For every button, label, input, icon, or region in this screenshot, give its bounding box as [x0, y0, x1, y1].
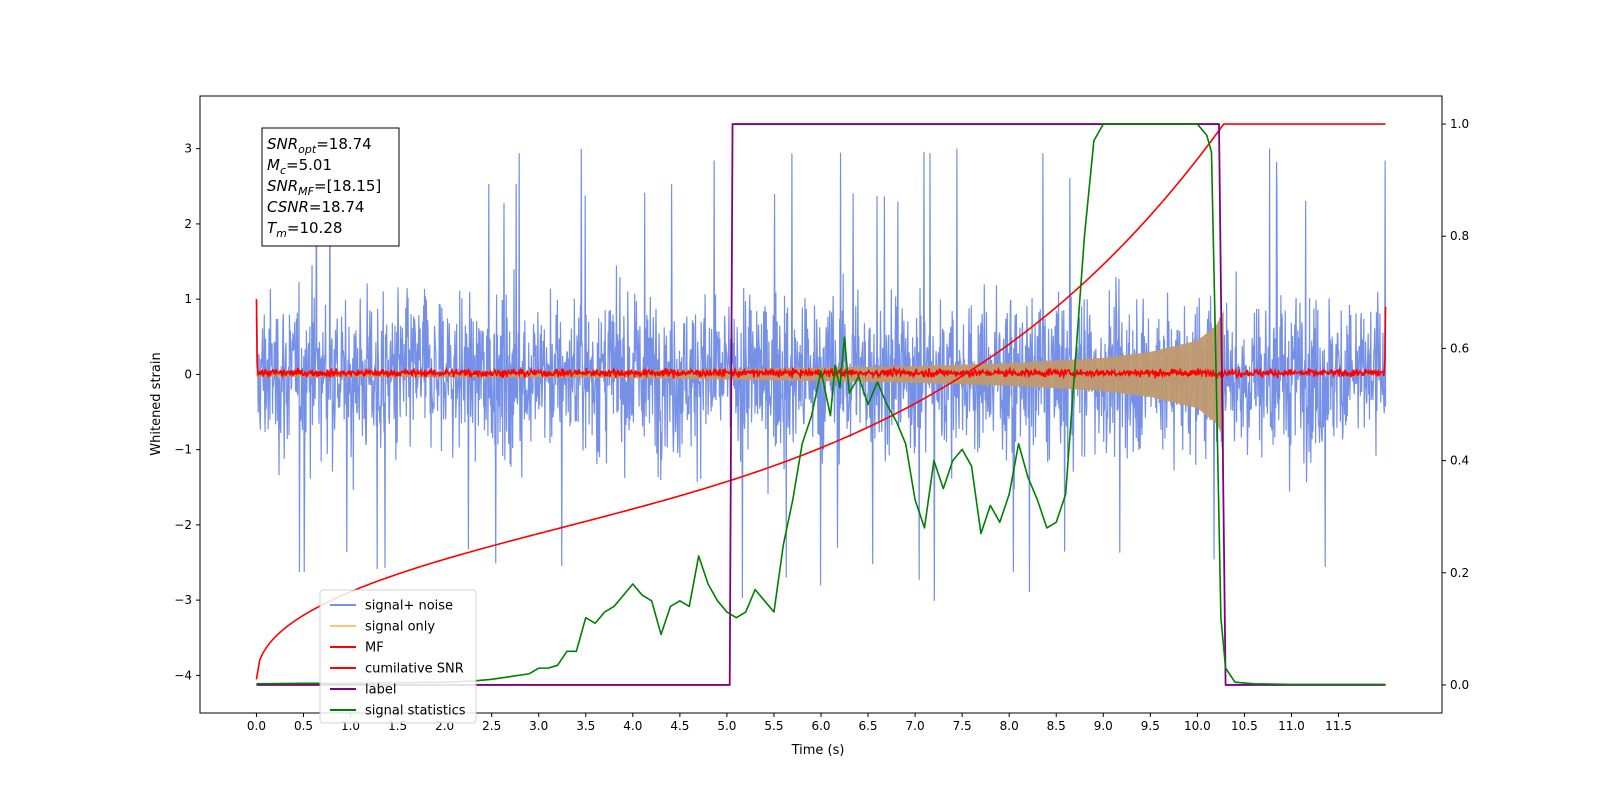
x-tick-label: 0.5	[294, 719, 313, 733]
x-tick-label: 6.0	[811, 719, 830, 733]
y-axis-left: −4 −3 −2 −1 0 1 2 3	[174, 142, 200, 682]
y-tick-label: 0	[184, 367, 192, 381]
series-cumulative-snr	[255, 123, 1386, 680]
y-axis-label: Whitened strain	[149, 352, 164, 455]
annotation-line: SNRopt=18.74	[267, 135, 372, 156]
annotation-symbol: SNR	[267, 177, 298, 195]
y2-tick-label: 0.4	[1450, 454, 1469, 468]
annotation-line: Tm=10.28	[267, 219, 342, 240]
y-tick-label: −3	[174, 593, 192, 607]
y-tick-label: −2	[174, 518, 192, 532]
y2-tick-label: 0.6	[1450, 341, 1469, 355]
annotation-box-frame	[261, 127, 400, 247]
x-tick-label: 10.0	[1184, 719, 1211, 733]
annotation-line: Mc=5.01	[267, 156, 332, 177]
x-tick-label: 11.0	[1278, 719, 1305, 733]
annotation-line: CSNR=18.74	[267, 198, 364, 216]
y2-tick-label: 1.0	[1450, 117, 1469, 131]
x-tick-label: 4.5	[670, 719, 689, 733]
x-axis-label: Time (s)	[791, 743, 845, 758]
x-tick-label: 7.0	[906, 719, 925, 733]
x-tick-label: 3.0	[529, 719, 548, 733]
y-tick-label: 1	[184, 292, 192, 306]
y-axis-right: 0.0 0.2 0.4 0.6 0.8 1.0	[1442, 117, 1469, 692]
y-tick-label: −4	[174, 668, 192, 682]
stats-annotation-box: SNRopt=18.74Mc=5.01SNRMF=[18.15]CSNR=18.…	[261, 127, 400, 247]
y2-tick-label: 0.2	[1450, 566, 1469, 580]
x-tick-label: 3.5	[576, 719, 595, 733]
series-label	[256, 123, 1386, 686]
x-tick-label: 0.0	[247, 719, 266, 733]
legend-label: signal+ noise	[365, 599, 453, 614]
x-tick-label: 4.0	[623, 719, 642, 733]
y-tick-label: 2	[184, 217, 192, 231]
legend-label: label	[365, 683, 396, 698]
x-tick-label: 9.5	[1141, 719, 1160, 733]
plot-data-layer	[255, 123, 1387, 686]
annotation-value: =[18.15]	[314, 177, 381, 195]
x-tick-label: 8.5	[1047, 719, 1066, 733]
x-tick-label: 8.0	[1000, 719, 1019, 733]
series-signal-statistics	[256, 123, 1386, 686]
legend-label: signal only	[365, 620, 435, 635]
annotation-subscript: opt	[298, 143, 317, 156]
legend-frame	[319, 589, 477, 724]
legend-label: signal statistics	[365, 704, 466, 719]
x-tick-label: 11.5	[1325, 719, 1352, 733]
x-tick-label: 9.0	[1094, 719, 1113, 733]
annotation-symbol: M	[267, 156, 280, 174]
x-tick-label: 2.5	[482, 719, 501, 733]
annotation-line: SNRMF=[18.15]	[267, 177, 381, 198]
x-tick-label: 7.5	[953, 719, 972, 733]
y2-tick-label: 0.8	[1450, 229, 1469, 243]
annotation-subscript: m	[276, 227, 287, 240]
annotation-value: =5.01	[286, 156, 332, 174]
annotation-symbol: CSNR	[267, 198, 309, 216]
annotation-subscript: c	[280, 164, 286, 177]
x-tick-label: 10.5	[1231, 719, 1258, 733]
x-tick-label: 5.0	[717, 719, 736, 733]
annotation-subscript: MF	[298, 185, 314, 198]
annotation-value: =18.74	[309, 198, 365, 216]
annotation-symbol: SNR	[267, 135, 298, 153]
y-tick-label: 3	[184, 142, 192, 156]
legend-label: MF	[365, 641, 384, 656]
annotation-value: =10.28	[287, 219, 343, 237]
legend: signal+ noise signal only MF cumilative SNR…	[319, 589, 477, 724]
annotation-symbol: T	[267, 219, 278, 237]
y-tick-label: −1	[174, 443, 192, 457]
y2-tick-label: 0.0	[1450, 678, 1469, 692]
x-axis: 0.0 0.5 1.0 1.5 2.0 2.5 3.0 3.5 4.0 4.5 5.0 5.5 6.0 6…	[247, 713, 1352, 733]
legend-label: cumilative SNR	[365, 662, 464, 677]
annotation-value: =18.74	[316, 135, 372, 153]
x-tick-label: 5.5	[764, 719, 783, 733]
x-tick-label: 6.5	[858, 719, 877, 733]
